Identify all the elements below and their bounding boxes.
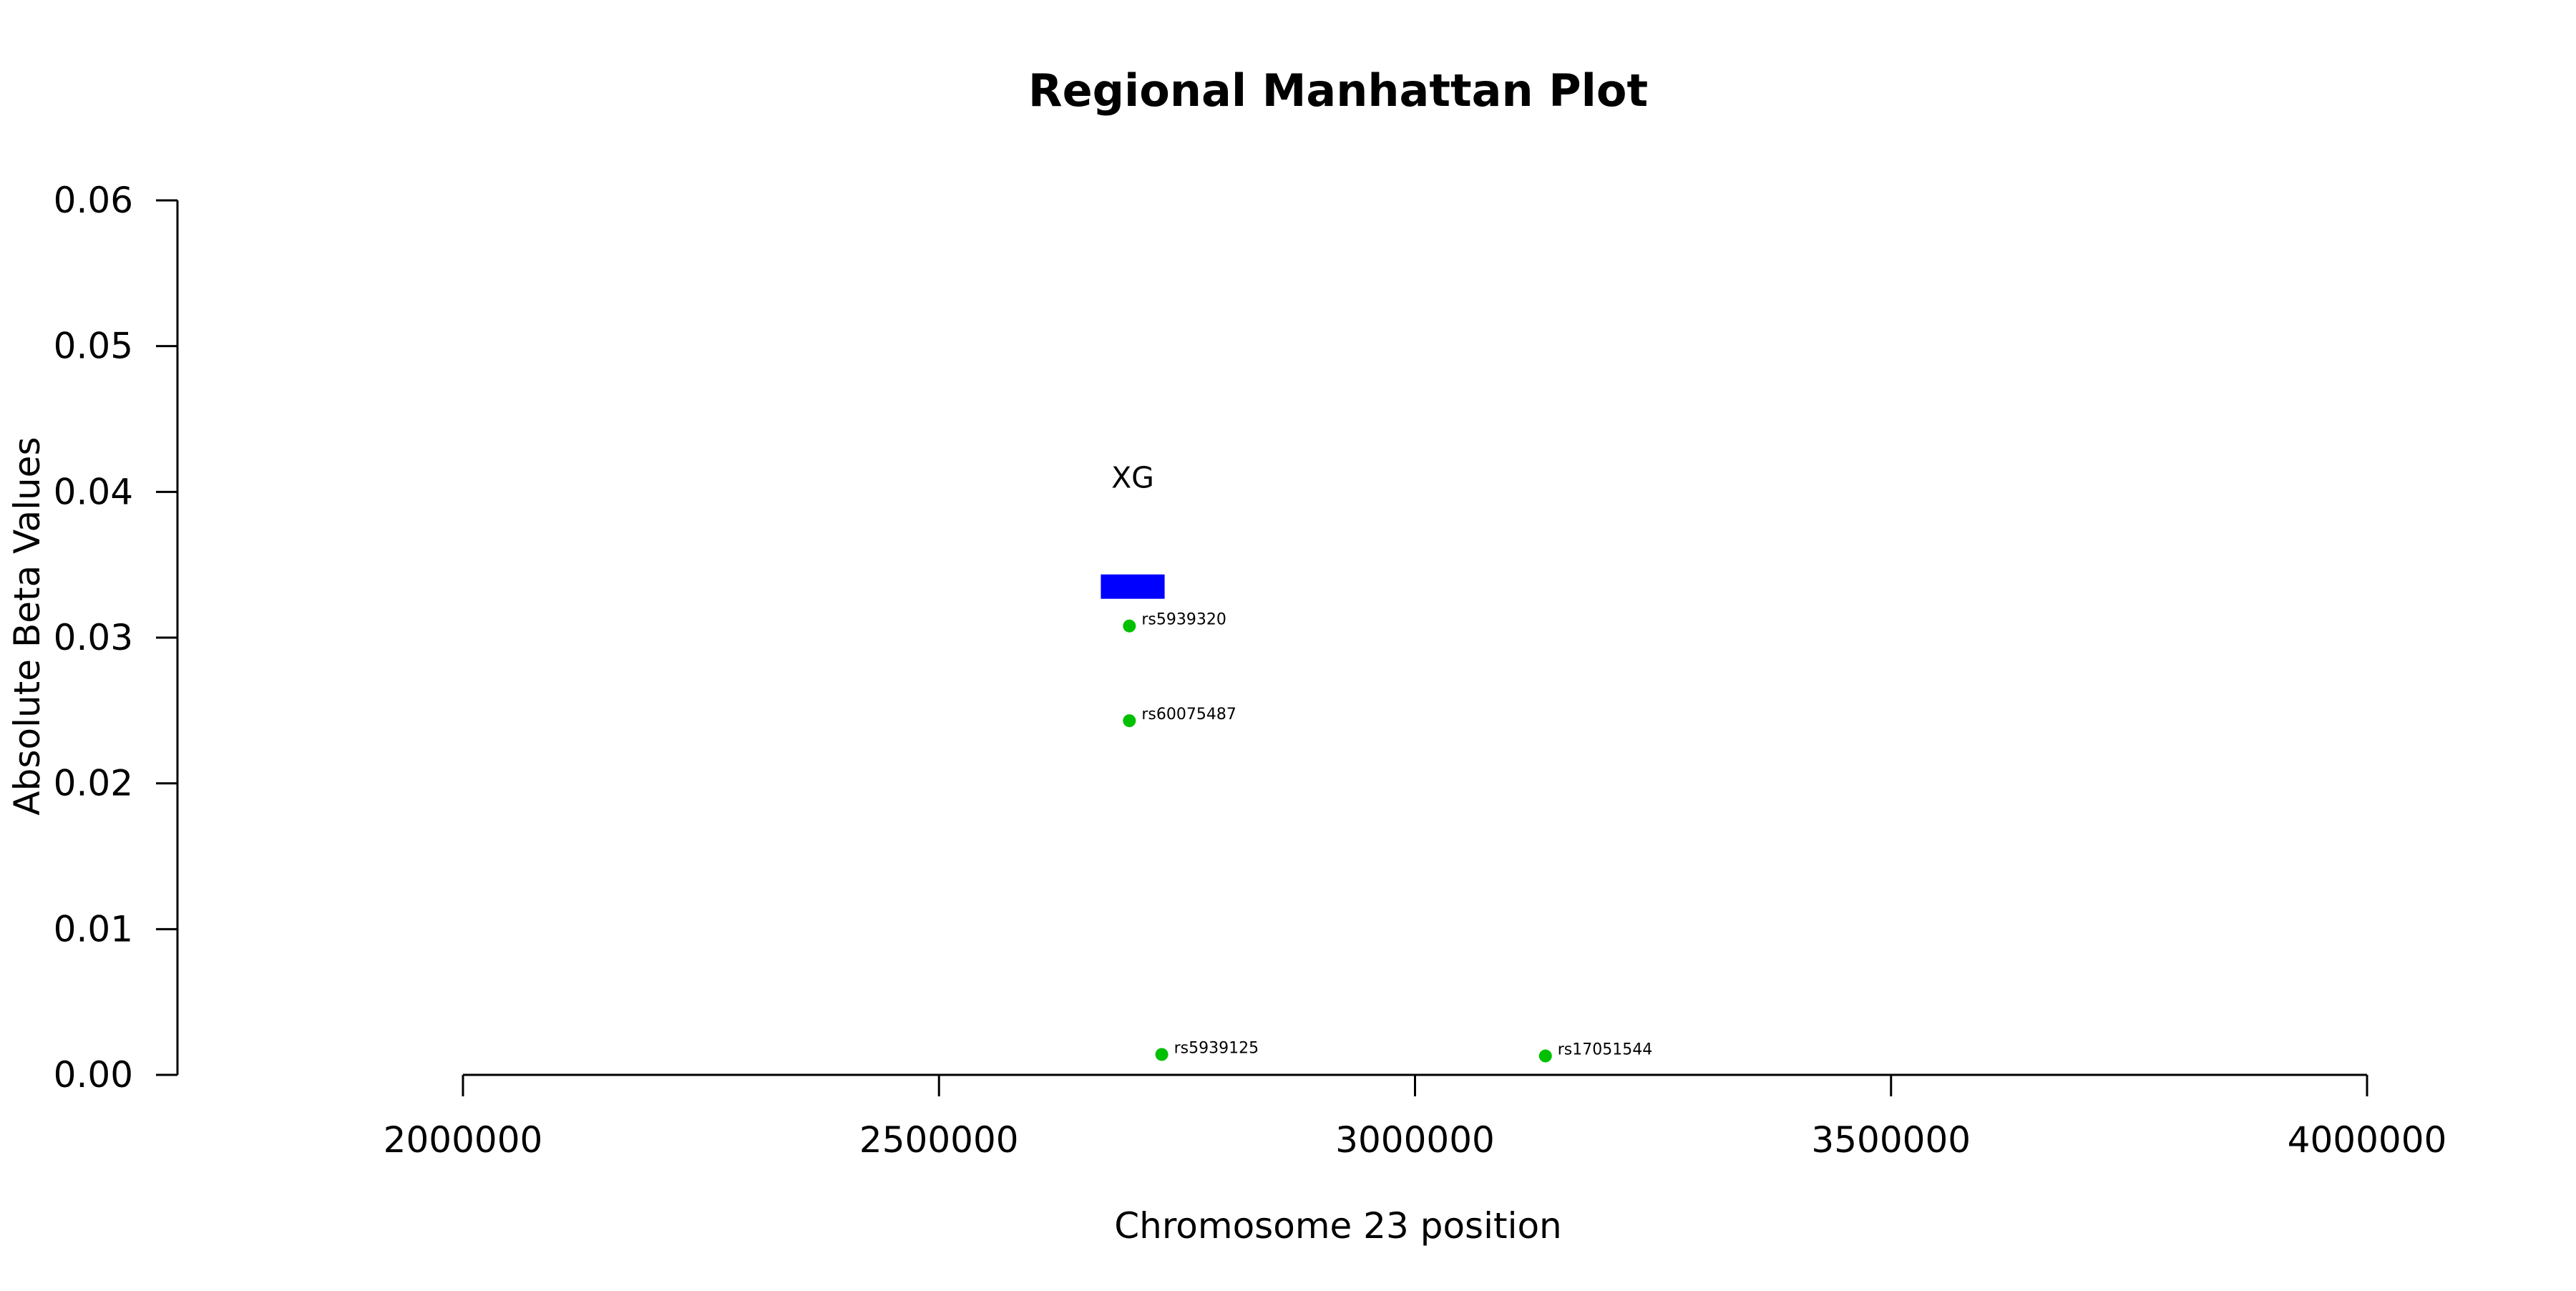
x-tick-label: 2500000 bbox=[859, 1119, 1019, 1161]
x-tick-label: 4000000 bbox=[2288, 1119, 2447, 1161]
y-tick-label: 0.03 bbox=[54, 617, 133, 658]
snp-label: rs5939320 bbox=[1141, 611, 1226, 629]
y-tick-label: 0.06 bbox=[54, 180, 133, 221]
gene-bar bbox=[1101, 574, 1165, 599]
snp-point bbox=[1123, 714, 1136, 728]
snp-point bbox=[1155, 1048, 1169, 1061]
chart-title: Regional Manhattan Plot bbox=[1028, 64, 1648, 117]
x-tick-label: 3500000 bbox=[1811, 1119, 1971, 1161]
gene-track: XG bbox=[1101, 461, 1165, 599]
gene-label: XG bbox=[1111, 461, 1154, 495]
x-tick-label: 3000000 bbox=[1335, 1119, 1495, 1161]
snp-point bbox=[1123, 619, 1136, 633]
y-tick-label: 0.00 bbox=[54, 1054, 133, 1096]
snp-label: rs5939125 bbox=[1174, 1039, 1259, 1057]
x-tick-label: 2000000 bbox=[384, 1119, 543, 1161]
y-tick-label: 0.05 bbox=[54, 326, 133, 367]
snp-label: rs60075487 bbox=[1141, 706, 1236, 724]
y-tick-label: 0.02 bbox=[54, 763, 133, 804]
y-tick-label: 0.04 bbox=[54, 471, 133, 512]
y-tick-label: 0.01 bbox=[54, 908, 133, 950]
axes: 0.00 0.01 0.02 0.03 0.04 0.05 0.06 2000000 25000… bbox=[54, 180, 2447, 1161]
x-axis-label: Chromosome 23 position bbox=[1114, 1205, 1562, 1247]
snp-point bbox=[1538, 1049, 1552, 1063]
snp-label: rs17051544 bbox=[1558, 1041, 1652, 1059]
y-axis-label: Absolute Beta Values bbox=[6, 437, 48, 816]
snp-points: rs5939320 rs60075487 rs5939125 rs17051544 bbox=[1123, 611, 1652, 1063]
